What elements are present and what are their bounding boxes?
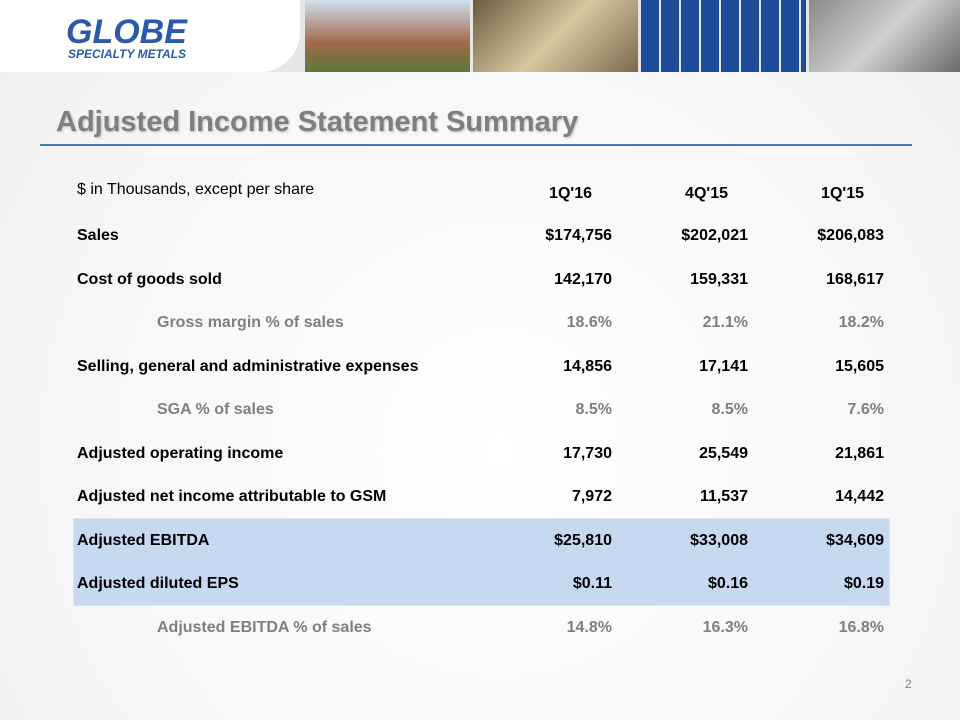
slide-title: Adjusted Income Statement Summary <box>56 106 579 138</box>
cell-value: $0.11 <box>572 575 612 592</box>
logo-area <box>0 0 300 72</box>
cell-value: 11,537 <box>699 488 748 505</box>
page-number: 2 <box>905 677 912 691</box>
column-header: $ in Thousands, except per share <box>77 181 315 198</box>
cell-value: 8.5% <box>575 401 612 418</box>
row-label: Cost of goods sold <box>77 270 222 288</box>
column-header: 4Q'15 <box>685 185 728 202</box>
row-label: Adjusted EBITDA <box>77 531 210 549</box>
row-label: Adjusted diluted EPS <box>77 575 239 592</box>
row-label: Adjusted operating income <box>77 444 284 462</box>
cell-value: 25,549 <box>699 444 748 462</box>
column-header: 1Q'16 <box>549 185 592 202</box>
cell-value: 18.2% <box>838 314 884 331</box>
photo-car <box>473 0 638 72</box>
cell-value: 18.6% <box>566 314 612 331</box>
row-label: Sales <box>77 227 119 244</box>
cell-value: $33,008 <box>690 531 748 549</box>
cell-value: $202,021 <box>681 227 748 244</box>
photo-solar <box>641 0 806 72</box>
cell-value: 14,442 <box>835 488 884 505</box>
cell-value: 16.3% <box>702 618 748 636</box>
cell-value: $25,810 <box>554 531 612 549</box>
title-rule <box>40 144 912 146</box>
cell-value: 17,141 <box>699 357 748 375</box>
cell-value: 21.1% <box>702 314 748 331</box>
column-header: 1Q'15 <box>821 185 864 202</box>
cell-value: 8.5% <box>711 401 748 418</box>
cell-value: $0.16 <box>707 575 748 592</box>
row-label: SGA % of sales <box>157 401 274 418</box>
highlight <box>73 518 890 606</box>
row-label: Selling, general and administrative expe… <box>77 357 419 375</box>
cell-value: 21,861 <box>835 444 884 462</box>
row-label: Adjusted EBITDA % of sales <box>157 618 372 636</box>
photo-house <box>305 0 470 72</box>
cell-value: 14.8% <box>566 618 612 636</box>
cell-value: $0.19 <box>843 575 884 592</box>
cell-value: 16.8% <box>838 618 884 636</box>
cell-value: 168,617 <box>826 270 884 288</box>
logo: GLOBE <box>66 13 187 51</box>
cell-value: $174,756 <box>545 227 612 244</box>
cell-value: 142,170 <box>554 270 612 288</box>
row-label: Gross margin % of sales <box>157 314 344 331</box>
cell-value: $206,083 <box>817 227 884 244</box>
cell-value: $34,609 <box>826 531 884 549</box>
cell-value: 14,856 <box>563 357 612 375</box>
cell-value: 159,331 <box>690 270 748 288</box>
cell-value: 7,972 <box>571 488 612 505</box>
cell-value: 17,730 <box>563 444 612 462</box>
row-label: Adjusted net income attributable to GSM <box>77 488 387 505</box>
photo-rocks <box>809 0 960 72</box>
cell-value: 15,605 <box>835 357 884 375</box>
logo-subtitle: SPECIALTY METALS <box>68 47 187 61</box>
cell-value: 7.6% <box>847 401 884 418</box>
